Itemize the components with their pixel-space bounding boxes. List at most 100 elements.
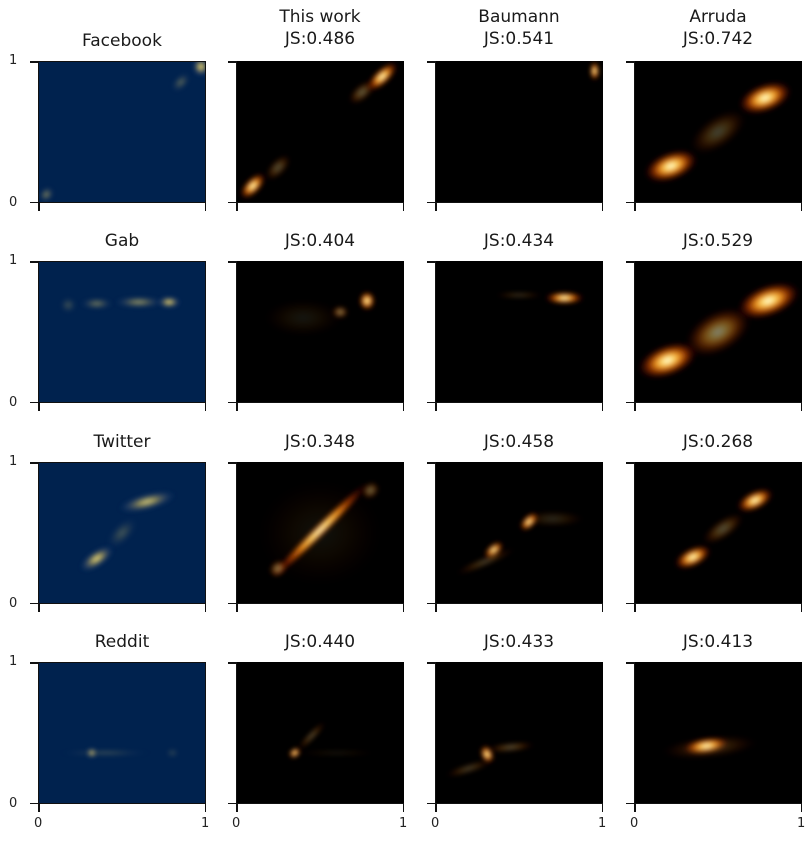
density-blob-1 [58, 749, 153, 757]
density-blob-1 [493, 291, 545, 299]
heatmap-twitter-baumann [435, 462, 603, 604]
y-tick-0 [30, 61, 38, 63]
heatmap-twitter-this-work [236, 462, 404, 604]
x-tick-label-1: 1 [201, 816, 210, 831]
heatmap-svg-facebook-this-work [236, 61, 404, 203]
y-tick-label-1: 1 [9, 53, 18, 68]
y-tick-1 [228, 401, 236, 404]
x-tick-0 [236, 203, 238, 211]
density-blob-2 [294, 749, 379, 757]
panel-subtitle-facebook-arruda: JS:0.742 [682, 29, 754, 49]
y-tick-label-0: 0 [9, 395, 18, 410]
x-tick-0 [435, 804, 437, 812]
heatmap-twitter-data [38, 462, 206, 604]
heatmap-svg-facebook-data [38, 61, 206, 203]
y-tick-0 [427, 61, 435, 63]
y-tick-label-1: 1 [9, 454, 18, 469]
density-blob-2 [106, 517, 138, 549]
x-tick-1 [204, 403, 207, 411]
heatmap-svg-reddit-arruda [634, 662, 802, 804]
x-tick-0 [435, 203, 437, 211]
x-tick-0 [38, 203, 40, 211]
heatmap-background [435, 61, 603, 203]
x-tick-label-1: 1 [399, 816, 408, 831]
density-blob-1 [736, 281, 801, 320]
y-tick-1 [427, 802, 435, 805]
density-blob-0 [358, 290, 376, 311]
x-tick-1 [204, 804, 207, 812]
heatmap-facebook-data [38, 61, 206, 203]
y-tick-1 [427, 602, 435, 605]
y-tick-1 [30, 802, 38, 805]
x-tick-1 [601, 804, 604, 812]
y-tick-0 [228, 261, 236, 263]
y-tick-0 [626, 61, 634, 63]
panel-title-gab-data: Gab [104, 231, 140, 251]
panel-title-facebook-baumann: Baumann [478, 7, 560, 27]
y-tick-1 [228, 802, 236, 805]
heatmap-svg-reddit-this-work [236, 662, 404, 804]
heatmap-twitter-arruda [634, 462, 802, 604]
y-tick-0 [626, 462, 634, 464]
x-tick-0 [634, 804, 636, 812]
panel-subtitle-reddit-arruda: JS:0.413 [682, 632, 754, 652]
heatmap-background [435, 662, 603, 804]
heatmap-reddit-baumann [435, 662, 603, 804]
x-tick-0 [435, 604, 437, 612]
density-blob-2 [701, 512, 745, 546]
heatmap-gab-baumann [435, 261, 603, 403]
x-tick-0 [435, 403, 437, 411]
y-tick-0 [626, 662, 634, 664]
heatmap-svg-twitter-arruda [634, 462, 802, 604]
x-tick-1 [402, 804, 405, 812]
y-tick-1 [30, 401, 38, 404]
x-tick-1 [402, 604, 405, 612]
density-blob-1 [113, 296, 164, 308]
density-blob-2 [688, 108, 748, 156]
y-tick-0 [427, 261, 435, 263]
heatmap-svg-twitter-data [38, 462, 206, 604]
y-tick-0 [30, 261, 38, 263]
density-blob-0 [674, 544, 712, 570]
panel-title-facebook-data: Facebook [82, 31, 162, 51]
panel-subtitle-gab-arruda: JS:0.529 [682, 231, 754, 251]
heatmap-svg-facebook-baumann [435, 61, 603, 203]
heatmap-svg-twitter-baumann [435, 462, 603, 604]
density-blob-0 [192, 61, 206, 77]
density-blob-2 [38, 186, 54, 203]
x-tick-1 [601, 403, 604, 411]
panel-subtitle-twitter-arruda: JS:0.268 [682, 432, 754, 452]
x-tick-label-0: 0 [630, 816, 639, 831]
y-tick-1 [626, 602, 634, 605]
x-tick-0 [38, 604, 40, 612]
x-tick-0 [38, 804, 40, 812]
y-tick-1 [626, 802, 634, 805]
x-tick-0 [236, 604, 238, 612]
x-tick-label-0: 0 [431, 816, 440, 831]
x-tick-label-0: 0 [34, 816, 43, 831]
panel-subtitle-twitter-this-work: JS:0.348 [284, 432, 356, 452]
heatmap-facebook-this-work [236, 61, 404, 203]
heatmap-background [634, 662, 802, 804]
density-blob-0 [157, 296, 181, 308]
y-tick-label-0: 0 [9, 596, 18, 611]
density-blob-0 [643, 149, 699, 184]
heatmap-svg-twitter-this-work [236, 462, 404, 604]
density-blob-0 [79, 545, 115, 572]
x-tick-label-1: 1 [598, 816, 607, 831]
density-blob-1 [117, 490, 177, 513]
y-tick-0 [228, 662, 236, 664]
density-blob-1 [737, 80, 793, 115]
density-blob-3 [264, 154, 292, 181]
heatmap-svg-gab-baumann [435, 261, 603, 403]
density-blob-3 [59, 296, 77, 314]
density-blob-2 [261, 298, 346, 338]
x-tick-1 [800, 604, 803, 612]
x-tick-0 [634, 403, 636, 411]
heatmap-reddit-this-work [236, 662, 404, 804]
x-tick-1 [204, 604, 207, 612]
density-blob-1 [485, 741, 536, 753]
y-tick-1 [228, 201, 236, 204]
y-tick-1 [427, 401, 435, 404]
panel-subtitle-facebook-this-work: JS:0.486 [284, 29, 356, 49]
